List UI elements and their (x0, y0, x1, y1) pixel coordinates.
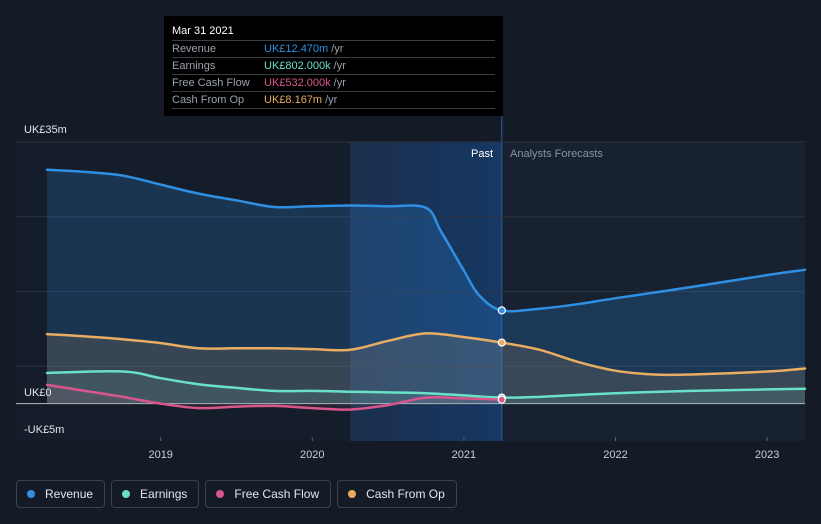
cash-from-op-marker (497, 338, 506, 347)
revenue-line (45, 168, 807, 313)
tooltip-row-cash-from-op: Cash From Op UK£8.167m /yr (172, 91, 495, 109)
tooltip-value: UK£12.470m (264, 43, 329, 55)
legend-item-cash-from-op[interactable]: Cash From Op (337, 480, 457, 508)
forecast-label: Analysts Forecasts (510, 148, 603, 160)
x-tick-label: 2020 (300, 449, 324, 461)
y-tick-label: UK£35m (24, 124, 67, 136)
y-tick-label: -UK£5m (24, 424, 64, 436)
tooltip-unit: /yr (333, 60, 346, 72)
x-tick-label: 2021 (452, 449, 476, 461)
revenue-marker (497, 306, 506, 315)
cash-from-op-line (45, 332, 807, 377)
past-label: Past (471, 148, 493, 160)
tooltip-value: UK£802.000k (264, 60, 331, 72)
tooltip-row-free-cash-flow: Free Cash Flow UK£532.000k /yr (172, 74, 495, 91)
tooltip-unit: /yr (325, 94, 338, 106)
grid-lines (16, 141, 805, 405)
data-tooltip: Mar 31 2021 Revenue UK£12.470m /yr Earni… (164, 16, 503, 116)
series-areas (47, 169, 805, 410)
legend-item-free-cash-flow[interactable]: Free Cash Flow (205, 480, 332, 508)
tooltip-value: UK£532.000k (264, 77, 331, 89)
legend-item-revenue[interactable]: Revenue (16, 480, 106, 508)
legend-label: Cash From Op (366, 487, 445, 501)
x-tick-label: 2022 (603, 449, 627, 461)
free-cash-flow-line (45, 383, 504, 411)
tooltip-unit: /yr (333, 77, 346, 89)
y-tick-label: UK£0 (24, 387, 52, 399)
revenue-area (47, 169, 805, 404)
axis-labels: UK£35m UK£0 -UK£5m 2019 2020 2021 2022 2023 (24, 124, 779, 461)
data-markers (497, 306, 506, 404)
tooltip-row-earnings: Earnings UK£802.000k /yr (172, 57, 495, 74)
legend-item-earnings[interactable]: Earnings (111, 480, 200, 508)
tooltip-label: Earnings (172, 60, 216, 72)
tooltip-date: Mar 31 2021 (172, 25, 234, 37)
tooltip-label: Cash From Op (172, 94, 245, 106)
tooltip-unit: /yr (331, 43, 344, 55)
tooltip-label: Free Cash Flow (172, 77, 250, 89)
legend-label: Revenue (45, 487, 94, 501)
cash-from-op-area (47, 333, 805, 404)
earnings-area (47, 371, 805, 404)
free-cash-flow-marker (497, 395, 506, 404)
legend-label: Free Cash Flow (234, 487, 320, 501)
legend-dot-icon (122, 490, 131, 498)
x-tick-label: 2023 (755, 449, 779, 461)
x-tick-label: 2019 (148, 449, 172, 461)
tooltip-label: Revenue (172, 43, 217, 55)
legend-dot-icon (27, 490, 35, 498)
earnings-line (45, 370, 807, 399)
legend-label: Earnings (140, 487, 188, 501)
legend-dot-icon (348, 490, 357, 498)
series-lines (45, 168, 807, 411)
legend-dot-icon (216, 490, 225, 498)
tooltip-row-revenue: Revenue UK£12.470m /yr (172, 40, 495, 57)
tooltip-value: UK£8.167m (264, 94, 323, 106)
legend: Revenue Earnings Free Cash Flow Cash Fro… (16, 480, 463, 508)
